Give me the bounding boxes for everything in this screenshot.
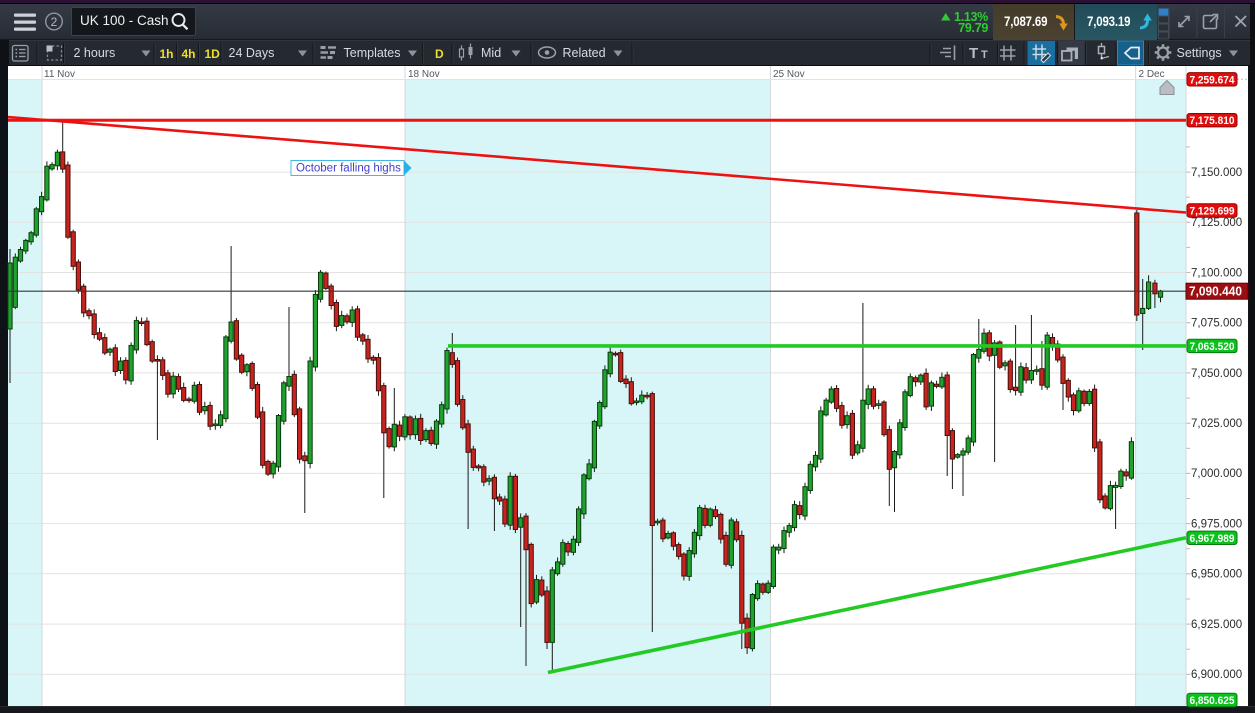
svg-text:7,050.000: 7,050.000 xyxy=(1191,368,1242,380)
svg-text:T: T xyxy=(981,49,988,61)
svg-text:7,000.000: 7,000.000 xyxy=(1191,468,1242,480)
svg-text:7,175.810: 7,175.810 xyxy=(1190,115,1235,127)
svg-text:T: T xyxy=(969,45,978,62)
svg-text:7,090.440: 7,090.440 xyxy=(1189,285,1242,299)
svg-text:7,025.000: 7,025.000 xyxy=(1191,418,1242,430)
svg-text:7,100.000: 7,100.000 xyxy=(1191,267,1242,279)
svg-text:7,125.000: 7,125.000 xyxy=(1191,217,1242,229)
svg-text:11 Nov: 11 Nov xyxy=(44,69,75,80)
svg-text:6,950.000: 6,950.000 xyxy=(1191,569,1242,581)
svg-text:6,967.989: 6,967.989 xyxy=(1190,533,1235,545)
svg-text:6,975.000: 6,975.000 xyxy=(1191,518,1242,530)
svg-text:7,259.674: 7,259.674 xyxy=(1190,74,1236,86)
svg-text:7,063.520: 7,063.520 xyxy=(1190,341,1235,353)
svg-text:6,925.000: 6,925.000 xyxy=(1191,619,1242,631)
svg-text:18 Nov: 18 Nov xyxy=(408,69,440,80)
svg-text:2: 2 xyxy=(51,15,58,29)
svg-text:7,075.000: 7,075.000 xyxy=(1191,318,1242,330)
svg-text:7,150.000: 7,150.000 xyxy=(1191,167,1242,179)
svg-text:6,850.625: 6,850.625 xyxy=(1190,695,1235,707)
svg-text:6,900.000: 6,900.000 xyxy=(1191,669,1242,681)
svg-text:7,129.699: 7,129.699 xyxy=(1190,206,1235,218)
svg-text:25 Nov: 25 Nov xyxy=(773,69,805,80)
svg-text:October falling highs: October falling highs xyxy=(296,163,401,175)
svg-text:2 Dec: 2 Dec xyxy=(1139,69,1165,80)
